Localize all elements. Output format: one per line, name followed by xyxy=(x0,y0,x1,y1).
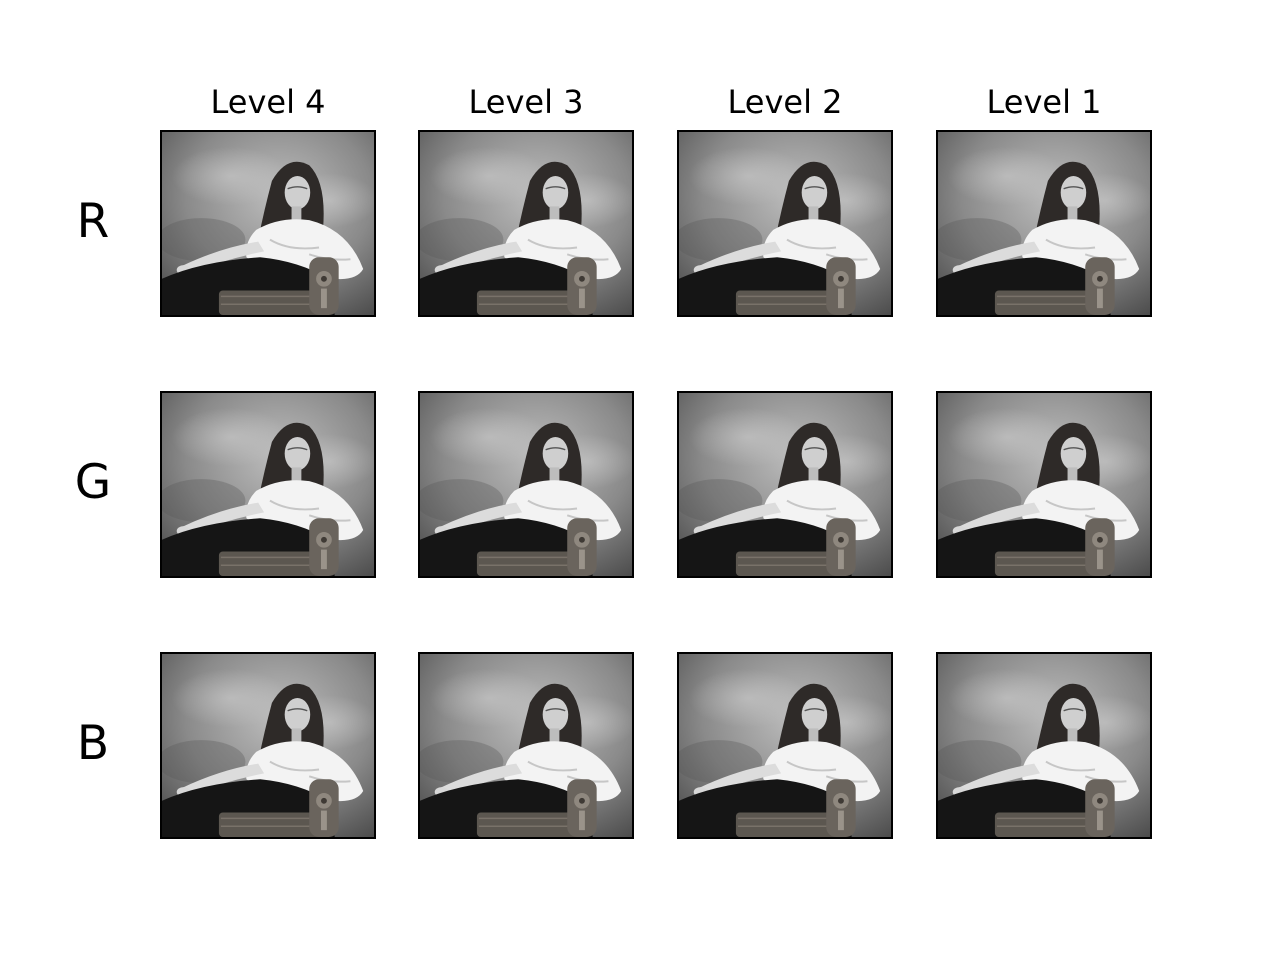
portrait-photo-icon xyxy=(679,393,891,576)
row-label-r: R xyxy=(76,194,110,249)
panel-g-level-2 xyxy=(677,391,893,578)
column-header-level-1: Level 1 xyxy=(986,83,1102,121)
panel-g-level-4 xyxy=(160,391,376,578)
portrait-photo-icon xyxy=(679,132,891,315)
portrait-photo-icon xyxy=(162,654,374,837)
panel-r-level-2 xyxy=(677,130,893,317)
column-header-level-4: Level 4 xyxy=(210,83,326,121)
row-label-g: G xyxy=(74,455,112,510)
portrait-photo-icon xyxy=(420,393,632,576)
column-header-level-3: Level 3 xyxy=(468,83,584,121)
portrait-photo-icon xyxy=(420,654,632,837)
panel-g-level-1 xyxy=(936,391,1152,578)
panel-b-level-4 xyxy=(160,652,376,839)
portrait-photo-icon xyxy=(938,654,1150,837)
portrait-photo-icon xyxy=(938,393,1150,576)
panel-g-level-3 xyxy=(418,391,634,578)
portrait-photo-icon xyxy=(162,132,374,315)
panel-b-level-1 xyxy=(936,652,1152,839)
column-header-level-2: Level 2 xyxy=(727,83,843,121)
panel-r-level-1 xyxy=(936,130,1152,317)
panel-b-level-3 xyxy=(418,652,634,839)
panel-r-level-4 xyxy=(160,130,376,317)
portrait-photo-icon xyxy=(938,132,1150,315)
panel-b-level-2 xyxy=(677,652,893,839)
portrait-photo-icon xyxy=(679,654,891,837)
panel-r-level-3 xyxy=(418,130,634,317)
row-label-b: B xyxy=(76,716,110,771)
portrait-photo-icon xyxy=(162,393,374,576)
portrait-photo-icon xyxy=(420,132,632,315)
